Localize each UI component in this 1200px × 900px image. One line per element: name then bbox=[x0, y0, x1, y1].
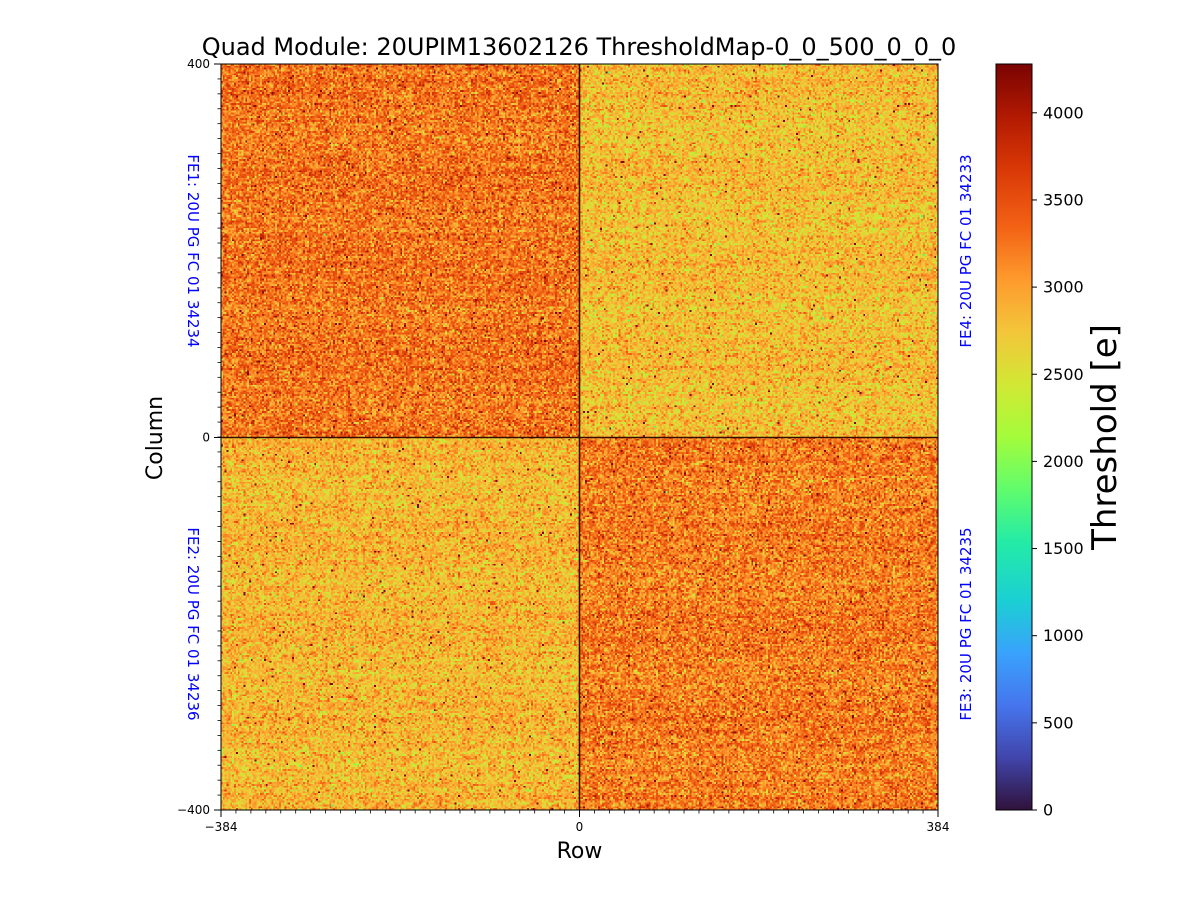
colorbar-bar bbox=[995, 63, 1033, 811]
colorbar-tick-label: 1500 bbox=[1043, 539, 1084, 558]
colorbar-label: Threshold [e] bbox=[1085, 324, 1125, 551]
fe3-label: FE3: 20U PG FC 01 34235 bbox=[957, 527, 975, 720]
colorbar-tick-label: 500 bbox=[1043, 713, 1074, 732]
colorbar-ticks: 0 500 1000 1500 2000 2500 3000 3500 4000 bbox=[1032, 103, 1084, 820]
y-tick-label: 0 bbox=[202, 431, 210, 445]
minor-ticks bbox=[217, 63, 939, 814]
colorbar-tick-label: 2000 bbox=[1043, 452, 1084, 471]
colorbar-tick-label: 2500 bbox=[1043, 365, 1084, 384]
x-tick-label: 384 bbox=[927, 820, 950, 834]
x-axis-label: Row bbox=[557, 839, 603, 864]
heatmap bbox=[220, 63, 939, 811]
colorbar-tick-label: 0 bbox=[1043, 801, 1053, 820]
colorbar-tick-label: 4000 bbox=[1043, 103, 1084, 122]
y-tick-label: −400 bbox=[177, 803, 210, 817]
fe1-label: FE1: 20U PG FC 01 34234 bbox=[184, 154, 202, 347]
x-tick-label: 0 bbox=[576, 820, 584, 834]
fe4-label: FE4: 20U PG FC 01 34233 bbox=[957, 154, 975, 347]
fe2-label: FE2: 20U PG FC 01 34236 bbox=[184, 527, 202, 720]
major-ticks bbox=[214, 63, 939, 817]
colorbar-tick-label: 3500 bbox=[1043, 190, 1084, 209]
colorbar-tick-label: 3000 bbox=[1043, 278, 1084, 297]
colorbar-tick-label: 1000 bbox=[1043, 626, 1084, 645]
y-tick-label: 400 bbox=[187, 57, 210, 71]
colorbar: 0 500 1000 1500 2000 2500 3000 3500 4000 Thresho… bbox=[995, 63, 1125, 820]
chart-title: Quad Module: 20UPIM13602126 ThresholdMap… bbox=[202, 33, 957, 61]
x-tick-label: −384 bbox=[205, 820, 238, 834]
y-axis-label: Column bbox=[143, 396, 168, 480]
